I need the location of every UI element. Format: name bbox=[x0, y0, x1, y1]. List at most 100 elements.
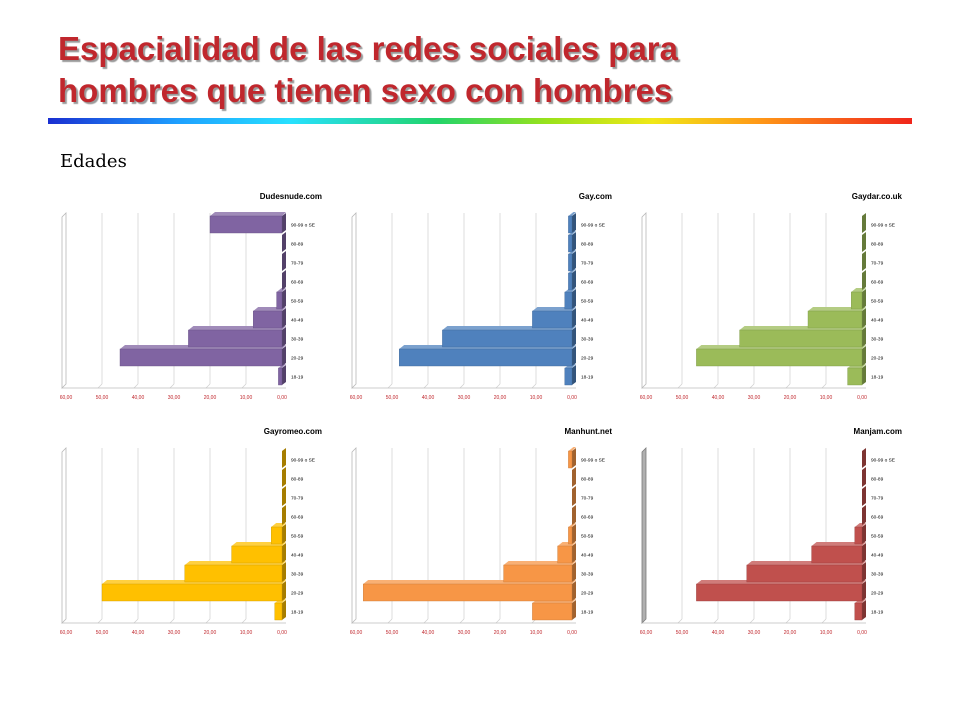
slide-title-line-1: Espacialidad de las redes sociales para bbox=[58, 30, 679, 67]
bar bbox=[696, 345, 866, 367]
chart-dudesnude: Dudesnude.com 0,00 10,00 20,00 30,00 40,00 50,… bbox=[50, 185, 330, 410]
bar bbox=[862, 213, 866, 233]
bar bbox=[568, 447, 576, 469]
gridline-floor bbox=[821, 383, 827, 389]
bar bbox=[572, 467, 576, 487]
category-label: 70-79 bbox=[581, 496, 594, 502]
gridline-floor bbox=[749, 383, 755, 389]
x-tick-label: 10,00 bbox=[820, 395, 833, 401]
x-tick-label: 20,00 bbox=[204, 395, 217, 401]
category-label: 18-19 bbox=[291, 610, 304, 616]
chart-title: Gaydar.co.uk bbox=[852, 192, 903, 201]
x-tick-label: 0,00 bbox=[567, 630, 577, 636]
category-label: 60-69 bbox=[581, 280, 594, 286]
bar bbox=[862, 251, 866, 271]
gridline-floor bbox=[205, 618, 211, 624]
bar bbox=[696, 580, 866, 602]
x-tick-label: 0,00 bbox=[567, 395, 577, 401]
x-tick-label: 0,00 bbox=[857, 395, 867, 401]
slide-title: Espacialidad de las redes sociales para … bbox=[58, 28, 918, 112]
bar bbox=[739, 326, 866, 348]
bar bbox=[282, 232, 286, 252]
category-label: 50-59 bbox=[871, 534, 884, 540]
chart-side-wall bbox=[351, 212, 357, 389]
category-label: 80-89 bbox=[871, 477, 884, 483]
bar bbox=[862, 232, 866, 252]
x-tick-label: 60,00 bbox=[640, 395, 653, 401]
x-tick-label: 30,00 bbox=[458, 395, 471, 401]
category-label: 80-89 bbox=[291, 477, 304, 483]
category-label: 30-39 bbox=[291, 337, 304, 343]
gridline-floor bbox=[821, 618, 827, 624]
category-label: 18-19 bbox=[581, 375, 594, 381]
x-tick-label: 40,00 bbox=[132, 395, 145, 401]
bar bbox=[568, 269, 576, 291]
category-label: 30-39 bbox=[871, 337, 884, 343]
category-label: 70-79 bbox=[871, 496, 884, 502]
x-tick-label: 50,00 bbox=[386, 630, 399, 636]
category-label: 30-39 bbox=[581, 572, 594, 578]
gridline-floor bbox=[495, 383, 501, 389]
x-tick-label: 60,00 bbox=[60, 630, 73, 636]
bar bbox=[862, 270, 866, 290]
gridline-floor bbox=[423, 618, 429, 624]
bar bbox=[850, 288, 866, 310]
chart-side-wall bbox=[61, 212, 67, 389]
x-tick-label: 50,00 bbox=[96, 395, 109, 401]
category-label: 20-29 bbox=[291, 356, 304, 362]
bar bbox=[572, 486, 576, 506]
bar bbox=[564, 288, 576, 310]
gridline-floor bbox=[423, 383, 429, 389]
chart-gaydar: Gaydar.co.uk 0,00 10,00 20,00 30,00 40,00 50,0… bbox=[630, 185, 910, 410]
category-label: 20-29 bbox=[291, 591, 304, 597]
chart-title: Gayromeo.com bbox=[264, 427, 322, 436]
chart-side-wall bbox=[351, 447, 357, 624]
category-label: 40-49 bbox=[581, 553, 594, 559]
category-label: 50-59 bbox=[291, 534, 304, 540]
chart-svg: Gay.com 0,00 10,00 20,00 30,00 40,00 50,00 60,0… bbox=[350, 192, 612, 401]
chart-manjam: Manjam.com 0,00 10,00 20,00 30,00 40,00 50,00 6… bbox=[630, 420, 910, 645]
bar bbox=[807, 307, 866, 329]
x-tick-label: 30,00 bbox=[458, 630, 471, 636]
bar bbox=[184, 561, 286, 583]
gridline-floor bbox=[785, 618, 791, 624]
category-label: 20-29 bbox=[581, 591, 594, 597]
x-tick-label: 30,00 bbox=[168, 395, 181, 401]
bar bbox=[282, 486, 286, 506]
rainbow-divider bbox=[48, 118, 912, 124]
x-tick-label: 20,00 bbox=[204, 630, 217, 636]
x-tick-label: 10,00 bbox=[240, 630, 253, 636]
bar bbox=[854, 523, 866, 545]
category-label: 18-19 bbox=[291, 375, 304, 381]
bar bbox=[363, 580, 576, 602]
category-label: 90-99 o SE bbox=[871, 223, 895, 229]
chart-side-wall bbox=[61, 447, 67, 624]
gridline-floor bbox=[531, 383, 537, 389]
x-tick-label: 30,00 bbox=[168, 630, 181, 636]
category-label: 90-99 o SE bbox=[581, 458, 605, 464]
chart-title: Manhunt.net bbox=[564, 427, 612, 436]
category-label: 80-89 bbox=[581, 477, 594, 483]
category-label: 40-49 bbox=[291, 553, 304, 559]
chart-title: Dudesnude.com bbox=[260, 192, 322, 201]
category-label: 80-89 bbox=[581, 242, 594, 248]
bar bbox=[274, 599, 286, 621]
bar bbox=[568, 212, 576, 234]
bar bbox=[568, 523, 576, 545]
gridline-floor bbox=[169, 618, 175, 624]
chart-title: Manjam.com bbox=[854, 427, 902, 436]
gridline-floor bbox=[713, 618, 719, 624]
category-label: 80-89 bbox=[291, 242, 304, 248]
bar bbox=[503, 561, 576, 583]
bar bbox=[188, 326, 286, 348]
x-tick-label: 20,00 bbox=[494, 395, 507, 401]
x-tick-label: 60,00 bbox=[350, 630, 363, 636]
gridline-floor bbox=[785, 383, 791, 389]
x-tick-label: 40,00 bbox=[712, 630, 725, 636]
gridline-floor bbox=[677, 383, 683, 389]
category-label: 60-69 bbox=[871, 515, 884, 521]
bar bbox=[101, 580, 286, 602]
bar bbox=[278, 364, 286, 386]
chart-svg: Gayromeo.com 0,00 10,00 20,00 30,00 40,00 50,0… bbox=[60, 427, 322, 636]
category-label: 18-19 bbox=[871, 610, 884, 616]
